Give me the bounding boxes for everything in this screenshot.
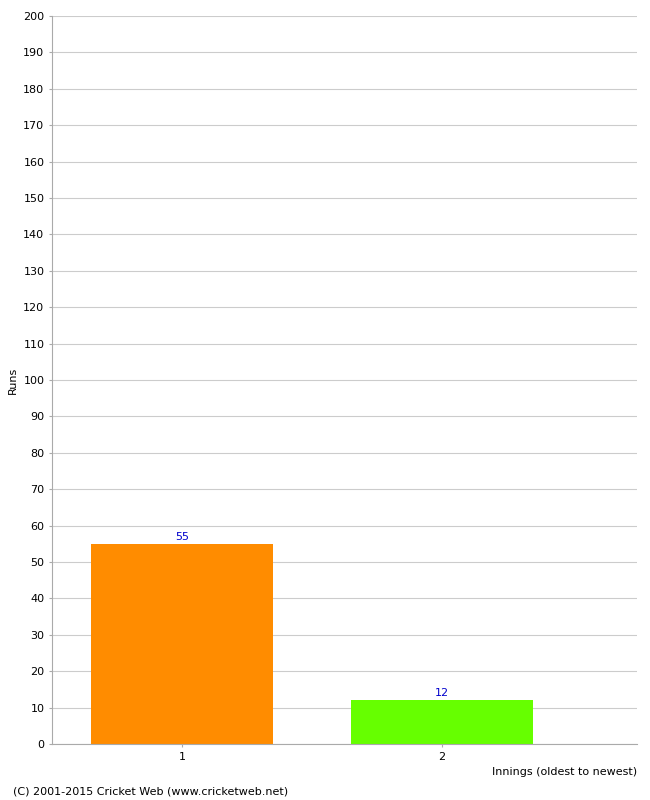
Bar (91, 544, 273, 744)
Text: (C) 2001-2015 Cricket Web (www.cricketweb.net): (C) 2001-2015 Cricket Web (www.cricketwe… (13, 786, 288, 796)
Y-axis label: Runs: Runs (8, 366, 18, 394)
X-axis label: Innings (oldest to newest): Innings (oldest to newest) (492, 767, 637, 777)
Text: 55: 55 (175, 532, 189, 542)
Text: 12: 12 (435, 689, 449, 698)
Bar (351, 700, 533, 744)
